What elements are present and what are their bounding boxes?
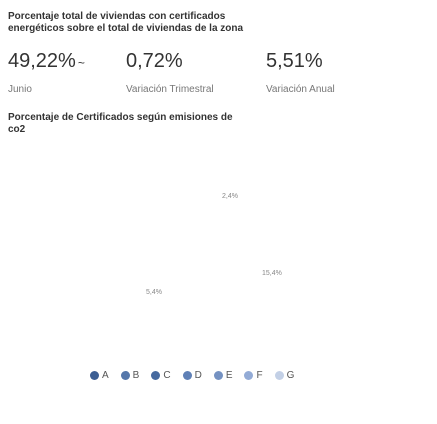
legend-item[interactable]: B [120, 370, 140, 381]
kpi-label: Variación Trimestral [126, 84, 214, 95]
legend: A B C D E F G [90, 370, 294, 381]
kpi-value-text: 49,22% [8, 50, 76, 72]
kpi-value: 5,51% [266, 50, 323, 72]
title: energéticos sobre el total de viviendas … [8, 23, 244, 34]
kpi-label: Junio [8, 84, 32, 95]
title: Porcentaje total de viviendas con certif… [8, 11, 226, 22]
legend-label: C [163, 370, 171, 381]
legend-item[interactable]: A [90, 370, 109, 381]
legend-label: A [102, 370, 109, 381]
section-title: co2 [8, 124, 26, 135]
legend-dot [120, 371, 130, 380]
legend-dot [182, 371, 192, 380]
legend-label: D [194, 370, 202, 381]
kpi-marker: ~ [77, 56, 85, 70]
legend-dot [244, 371, 254, 380]
legend-dot [151, 371, 161, 380]
legend-label: F [256, 370, 263, 381]
legend-dot [213, 371, 223, 380]
kpi-value: 49,22% ~ [8, 50, 85, 73]
legend-item[interactable]: E [213, 370, 233, 381]
legend-dot [274, 371, 284, 380]
legend-item[interactable]: C [151, 370, 171, 381]
section-title: Porcentaje de Certificados según emision… [8, 112, 233, 123]
legend-label: B [132, 370, 140, 381]
legend-item[interactable]: D [182, 370, 202, 381]
legend-label: E [225, 370, 233, 381]
legend-dot [90, 371, 99, 380]
legend-item[interactable]: G [274, 370, 295, 381]
kpi-label: Variación Anual [266, 84, 335, 95]
pie-label: 5,4% [146, 289, 162, 296]
kpi-value: 0,72% [126, 50, 183, 72]
pie-label: 2,4% [222, 193, 238, 200]
legend-label: G [286, 370, 295, 381]
pie-label: 15,4% [262, 270, 282, 277]
legend-item[interactable]: F [244, 370, 263, 381]
